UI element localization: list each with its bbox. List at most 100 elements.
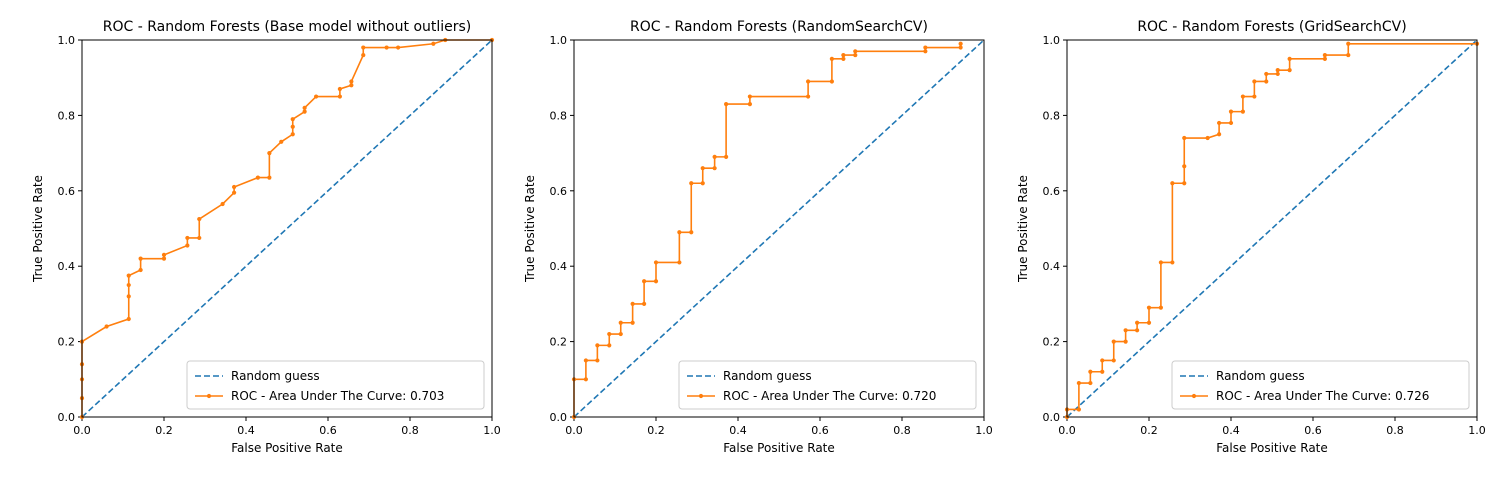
roc-point (1158, 260, 1163, 265)
roc-point (185, 243, 190, 248)
roc-point (958, 45, 963, 50)
y-tick-label: 0.0 (550, 411, 568, 424)
roc-point (104, 324, 109, 329)
x-tick-label: 1.0 (483, 424, 501, 437)
roc-point (161, 256, 167, 261)
x-tick-label: 0.4 (729, 424, 747, 437)
roc-point (642, 301, 647, 306)
roc-point (689, 230, 694, 235)
roc-point (583, 377, 588, 382)
legend-marker (1191, 393, 1197, 399)
roc-point (185, 235, 190, 241)
chart-title: ROC - Random Forests (RandomSearchCV) (630, 19, 928, 35)
roc-point (138, 267, 143, 273)
roc-point (1170, 181, 1175, 186)
roc-point (653, 260, 659, 265)
plot-area (79, 37, 495, 420)
y-tick-label: 1.0 (58, 34, 76, 47)
roc-point (267, 175, 272, 180)
x-tick-label: 0.0 (1058, 424, 1076, 437)
roc-point (396, 45, 401, 50)
roc-point (1240, 94, 1245, 99)
x-tick-label: 0.4 (237, 424, 255, 437)
y-axis-label: True Positive Rate (1016, 175, 1030, 283)
roc-point (1240, 109, 1245, 114)
roc-point (1228, 120, 1234, 126)
x-tick-label: 0.4 (1222, 424, 1240, 437)
random-guess-line (573, 39, 985, 418)
x-tick-label: 0.2 (155, 424, 173, 437)
roc-point (126, 282, 131, 288)
roc-point (1287, 56, 1292, 61)
roc-point (1275, 68, 1280, 73)
x-tick-label: 0.8 (401, 424, 419, 437)
x-tick-label: 1.0 (1468, 424, 1486, 437)
x-tick-label: 0.8 (1386, 424, 1404, 437)
x-tick-label: 0.2 (1140, 424, 1158, 437)
legend: Random guess ROC - Area Under The Curve: … (678, 360, 977, 410)
roc-point (712, 166, 717, 171)
roc-point (1252, 79, 1257, 84)
y-tick-label: 0.2 (550, 336, 568, 349)
roc-point (1252, 94, 1257, 99)
roc-point (1287, 68, 1292, 73)
y-tick-label: 0.8 (1043, 109, 1061, 122)
roc-point (724, 154, 729, 159)
roc-point (1182, 181, 1187, 186)
roc-point (126, 316, 131, 322)
roc-point (138, 256, 143, 261)
legend: Random guess ROC - Area Under The Curve: … (186, 360, 485, 410)
y-axis-label: True Positive Rate (523, 175, 537, 283)
roc-point (1135, 328, 1140, 333)
legend-box (186, 360, 485, 410)
y-tick-label: 0.4 (58, 260, 76, 273)
legend-entry: Random guess (231, 369, 320, 383)
roc-point (361, 45, 366, 50)
roc-point (361, 52, 366, 58)
roc-point (1111, 339, 1116, 344)
plot-area (1064, 39, 1480, 420)
roc-point (829, 56, 834, 61)
y-tick-label: 0.8 (58, 109, 76, 122)
x-tick-label: 0.0 (565, 424, 583, 437)
y-tick-label: 0.4 (1043, 260, 1061, 273)
roc-point (689, 181, 694, 186)
roc-point (1158, 305, 1163, 310)
legend-entry: Random guess (1216, 369, 1305, 383)
roc-point (642, 279, 647, 284)
y-tick-label: 0.2 (1043, 336, 1061, 349)
roc-point (630, 320, 635, 325)
roc-point (1205, 135, 1210, 141)
roc-point (1346, 41, 1351, 46)
roc-point (923, 49, 928, 54)
y-tick-label: 0.6 (58, 185, 76, 198)
x-axis-label: False Positive Rate (1216, 441, 1328, 455)
chart-title: ROC - Random Forests (GridSearchCV) (1137, 19, 1406, 35)
roc-chart-3: ROC - Random Forests (GridSearchCV) 0.0 0.… (1016, 19, 1486, 455)
roc-point (1182, 135, 1187, 141)
roc-point (279, 139, 284, 144)
roc-point (1275, 71, 1280, 77)
y-tick-label: 0.8 (550, 109, 568, 122)
x-tick-label: 0.6 (1304, 424, 1322, 437)
roc-point (302, 105, 307, 110)
x-tick-label: 0.0 (73, 424, 91, 437)
x-tick-label: 1.0 (975, 424, 993, 437)
roc-point (1228, 109, 1234, 114)
roc-point (1322, 56, 1327, 61)
roc-point (232, 190, 237, 195)
roc-point (384, 45, 389, 50)
y-axis-label: True Positive Rate (31, 175, 45, 283)
roc-point (126, 294, 131, 299)
roc-point (1123, 339, 1128, 344)
roc-point (349, 83, 354, 88)
roc-point (653, 279, 659, 284)
roc-point (1346, 52, 1351, 58)
roc-point (1170, 260, 1175, 265)
roc-point (841, 52, 846, 58)
roc-point (630, 301, 635, 306)
legend-marker (206, 393, 212, 399)
random-guess-line (1066, 39, 1478, 418)
roc-point (337, 94, 342, 99)
